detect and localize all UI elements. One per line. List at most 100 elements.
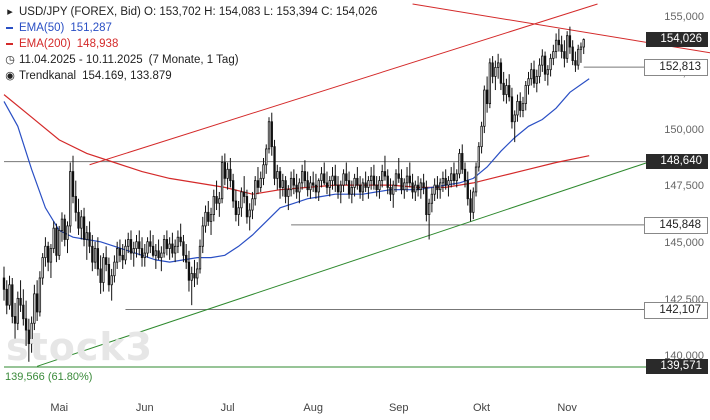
candle-up (287, 189, 290, 197)
candle (427, 198, 431, 240)
price-badge: 142,107 (644, 301, 708, 319)
candle-up (262, 164, 265, 179)
candle (405, 167, 409, 192)
candle (146, 237, 149, 258)
candle-up (455, 173, 458, 182)
candle-down (182, 241, 185, 256)
candle-up (538, 64, 541, 77)
candle (69, 162, 72, 233)
candle-down (323, 173, 326, 184)
candle (494, 60, 497, 91)
candle-up (414, 184, 417, 193)
candle-up (447, 180, 450, 186)
candle (339, 180, 342, 204)
candle-down (510, 96, 514, 123)
expand-icon[interactable]: ▸ (7, 6, 13, 18)
candle-down (19, 297, 22, 306)
ema200-value: 148,938 (76, 38, 119, 50)
candle (234, 189, 238, 222)
candle (300, 164, 304, 190)
candle (342, 169, 345, 192)
candle (248, 203, 251, 231)
candle-down (568, 35, 572, 48)
candle (441, 171, 445, 192)
candle (187, 250, 191, 292)
candle-up (276, 171, 279, 179)
candle-down (416, 184, 420, 191)
candle-up (521, 103, 525, 111)
candle-up (265, 148, 268, 166)
candle-down (411, 182, 414, 193)
candle-down (356, 177, 359, 186)
candle-down (571, 46, 574, 62)
candle (535, 69, 538, 93)
candle (372, 164, 376, 190)
candle-down (2, 277, 6, 290)
candle (80, 210, 83, 240)
candle (47, 241, 50, 272)
candle-down (107, 264, 111, 286)
candle (116, 241, 119, 269)
candle (231, 173, 235, 208)
candle (419, 178, 423, 199)
ema200-row: EMA(200) 148,938 (4, 36, 377, 52)
candle-up (116, 248, 119, 263)
candle (218, 191, 221, 217)
candle (193, 259, 196, 288)
candle-up (439, 182, 442, 191)
candle-up (367, 180, 370, 188)
candle (284, 176, 287, 204)
y-tick-label: 150,000 (664, 123, 704, 136)
candle (276, 164, 279, 190)
candle (245, 189, 249, 224)
candle-up (488, 62, 492, 105)
ema200-label: EMA(200) (19, 38, 71, 50)
candle-down (5, 288, 8, 306)
candle-up (552, 51, 555, 59)
candle-up (577, 48, 580, 66)
candle (99, 255, 102, 294)
candlesticks (2, 26, 585, 362)
candle (91, 234, 94, 272)
candle-down (334, 175, 337, 186)
candle (267, 117, 271, 154)
candle-up (69, 171, 72, 227)
candle (546, 65, 549, 86)
candle-down (179, 236, 182, 243)
candle-up (209, 214, 213, 222)
candle (165, 230, 169, 256)
candle-up (66, 225, 69, 240)
range-row: ◷ 11.04.2025 - 10.11.2025 (7 Monate, 1 T… (4, 52, 377, 68)
candle (209, 207, 213, 235)
candle-up (309, 182, 312, 191)
candle-up (361, 182, 365, 193)
candle (331, 167, 334, 190)
candle (262, 157, 265, 186)
candle-up (38, 277, 42, 313)
candle-up (93, 248, 97, 263)
candle-up (52, 227, 55, 249)
candle-up (132, 248, 135, 254)
candle-up (300, 171, 304, 184)
candle (383, 155, 387, 181)
candle-up (102, 257, 105, 283)
candle (444, 169, 447, 190)
candle (63, 214, 66, 247)
candle (38, 271, 42, 317)
candle-up (530, 69, 533, 80)
range-note: (7 Monate, 1 Tag) (148, 54, 239, 66)
candle-up (516, 100, 519, 116)
candle-up (204, 211, 207, 227)
candle (422, 173, 425, 195)
price-badge: 154,026 (646, 31, 708, 47)
ema50-line (3, 78, 590, 263)
candle-up (212, 196, 215, 215)
candle (378, 176, 381, 199)
candle-down (187, 261, 191, 281)
candle (516, 94, 519, 122)
candle-down (118, 248, 122, 256)
candle (345, 162, 348, 186)
candle-down (243, 191, 246, 197)
candle-down (140, 248, 144, 259)
